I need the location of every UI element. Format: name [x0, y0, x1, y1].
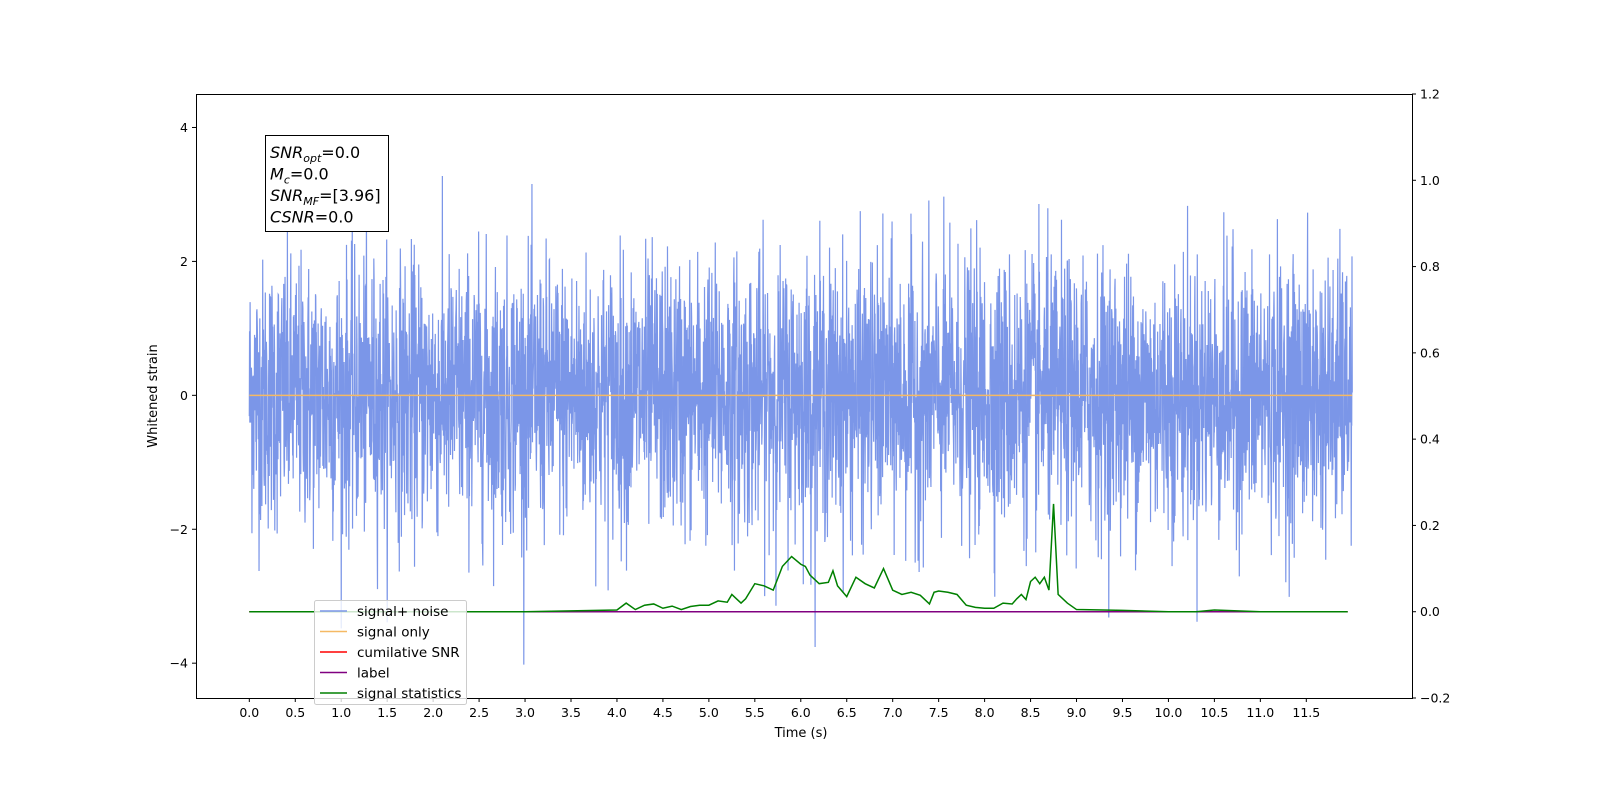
x-tick-label: 3.0	[515, 705, 535, 720]
x-tick-label: 9.0	[1067, 705, 1087, 720]
plot-area-frame	[196, 94, 1413, 699]
legend-label: signal+ noise	[357, 604, 448, 620]
y-tick-label: 4	[180, 120, 188, 135]
x-axis-label: Time (s)	[774, 726, 828, 741]
legend-label: label	[357, 666, 390, 682]
x-tick-label: 10.0	[1155, 705, 1183, 720]
series-signal-noise	[248, 176, 1353, 665]
x-tick-label: 0.5	[285, 705, 305, 720]
legend-label: signal statistics	[357, 686, 461, 702]
y-axis-right: −0.2 0.0 0.2 0.4 0.6 0.8 1.0 1.2	[1412, 87, 1450, 706]
x-tick-label: 8.0	[975, 705, 995, 720]
x-tick-label: 8.5	[1021, 705, 1041, 720]
x-tick-label: 5.0	[699, 705, 719, 720]
x-tick-label: 7.5	[929, 705, 949, 720]
x-tick-label: 1.5	[377, 705, 397, 720]
x-tick-label: 10.5	[1200, 705, 1228, 720]
y2-tick-label: 0.0	[1420, 604, 1440, 619]
legend-frame	[314, 600, 467, 705]
x-tick-label: 4.5	[653, 705, 673, 720]
y-axis-left: −4 −2 0 2 4	[170, 120, 196, 671]
y2-tick-label: 0.6	[1420, 345, 1440, 360]
y-tick-label: −2	[170, 522, 188, 537]
info-line: SNRopt=0.0	[270, 143, 360, 165]
x-tick-label: 11.0	[1246, 705, 1274, 720]
y2-tick-label: 0.8	[1420, 259, 1440, 274]
x-tick-label: 2.0	[423, 705, 443, 720]
legend-label: signal only	[357, 625, 430, 641]
y2-tick-label: −0.2	[1420, 691, 1450, 706]
y2-tick-label: 0.4	[1420, 432, 1440, 447]
x-axis: 0.0 0.5 1.0 1.5 2.0 2.5 3.0 3.5 4.0 4.5 5.0 5.5 6.0 6…	[239, 698, 1320, 720]
series-line-4	[249, 503, 1348, 613]
y-axis-label: Whitened strain	[146, 344, 161, 447]
x-tick-label: 0.0	[239, 705, 259, 720]
legend: signal+ noise signal only cumilative SNR la…	[314, 600, 467, 705]
y-tick-label: 2	[180, 254, 188, 269]
x-tick-label: 6.0	[791, 705, 811, 720]
y2-tick-label: 1.0	[1420, 173, 1440, 188]
x-tick-label: 4.0	[607, 705, 627, 720]
x-tick-label: 9.5	[1113, 705, 1133, 720]
x-tick-label: 3.5	[561, 705, 581, 720]
y2-tick-label: 0.2	[1420, 518, 1440, 533]
info-line: Mc=0.0	[270, 165, 329, 187]
x-tick-label: 2.5	[469, 705, 489, 720]
x-tick-label: 1.0	[331, 705, 351, 720]
info-line: CSNR=0.0	[270, 208, 354, 227]
y-tick-label: −4	[170, 656, 188, 671]
y-tick-label: 0	[180, 388, 188, 403]
x-tick-label: 6.5	[837, 705, 857, 720]
y2-tick-label: 1.2	[1420, 87, 1440, 102]
x-tick-label: 11.5	[1292, 705, 1320, 720]
x-tick-label: 7.0	[883, 705, 903, 720]
info-line: SNRMF=[3.96]	[270, 186, 381, 208]
info-box-frame	[265, 135, 389, 232]
x-tick-label: 5.5	[745, 705, 765, 720]
legend-label: cumilative SNR	[357, 645, 460, 661]
